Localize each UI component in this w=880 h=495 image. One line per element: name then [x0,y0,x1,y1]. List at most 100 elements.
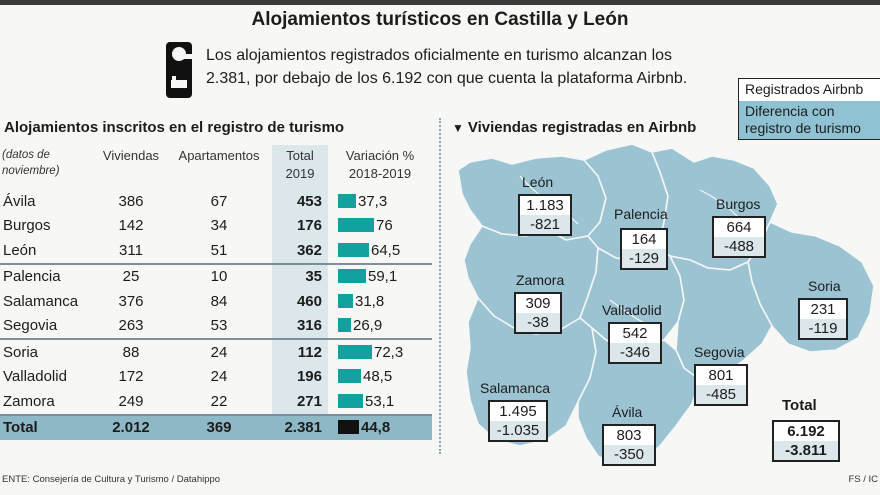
credit-text: FS / IC [848,474,878,485]
variation-bar [338,242,369,257]
map-label-zamora: Zamora [516,272,565,288]
cell-total: 112 [272,339,328,365]
table-row: Burgos 142 34 176 76 [0,213,432,239]
cell-province: Palencia [3,268,61,286]
map-label-burgos: Burgos [716,196,761,212]
cell-province: Segovia [0,313,96,340]
map-label-leon: León [522,174,554,190]
map-label-avila: Ávila [612,404,643,420]
header-variacion: Variación % 2018-2019 [345,148,415,181]
map-value-airbnb: 1.183 [520,196,570,215]
map-total-diff: -3.811 [774,441,838,460]
cell-total: 316 [272,313,328,340]
cell-viviendas: 249 [96,389,166,416]
section-divider [439,118,441,454]
map-value-diff: -1.035 [490,421,546,440]
map-box-valladolid: 542 -346 [608,322,662,364]
door-hanger-icon [166,42,192,98]
table-row: Segovia 263 53 316 26,9 [0,313,432,340]
cell-variacion: 76 [328,214,432,239]
variation-bar [338,269,366,284]
cell-variacion: 37,3 [328,189,432,214]
cell-apartamentos: 34 [210,217,228,235]
province-shape-segovia [669,255,773,381]
intro-line-2: 2.381, por debajo de los 6.192 con que c… [206,70,688,87]
header-note: (datos de noviembre) [2,149,60,177]
variation-value: 44,8 [361,419,391,437]
map-box-zamora: 309 -38 [514,292,562,334]
variation-value: 76 [376,217,393,235]
map-value-airbnb: 801 [696,366,746,385]
chart-title: Alojamientos turísticos en Castilla y Le… [251,9,629,30]
cell-viviendas: 263 [96,313,166,340]
cell-viviendas: 88 [122,343,140,361]
cell-total: 176 [272,213,328,238]
map-value-airbnb: 1.495 [490,402,546,421]
map-value-airbnb: 542 [610,324,660,343]
map-label-palencia: Palencia [614,206,668,222]
map-total-box: 6.192 -3.811 [772,420,840,462]
cell-province: Valladolid [3,368,67,386]
cell-viviendas: 2.012 [96,414,166,440]
cell-variacion: 26,9 [328,313,432,340]
table-row: Zamora 249 22 271 53,1 [0,389,432,416]
cell-province: Soria [3,343,39,361]
map-box-leon: 1.183 -821 [518,194,572,236]
map-value-airbnb: 164 [622,230,666,249]
cell-apartamentos: 22 [166,389,272,416]
header-total: Total 2019 [272,145,328,189]
cell-province: Ávila [3,192,36,210]
map-label-salamanca: Salamanca [480,380,551,396]
variation-bar [338,420,359,435]
map-value-airbnb: 309 [516,294,560,313]
table-header: (datos de noviembre) Viviendas Apartamen… [0,145,432,189]
map-value-diff: -129 [622,249,666,268]
cell-apartamentos: 51 [166,238,272,265]
cell-apartamentos: 67 [210,192,228,210]
intro-line-1: Los alojamientos registrados oficialment… [206,47,673,64]
cell-province: Zamora [0,389,96,416]
variation-bar [338,369,361,384]
map-value-airbnb: 231 [800,300,846,319]
variation-bar [338,218,374,233]
table-row: León 311 51 362 64,5 [0,238,432,265]
map-title-text: Viviendas registradas en Airbnb [467,119,697,136]
cell-total: 35 [272,263,328,289]
map-total-airbnb: 6.192 [787,423,825,440]
variation-bar [338,293,353,308]
cell-viviendas: 142 [118,217,144,235]
cell-variacion: 48,5 [328,365,432,390]
cell-province: Burgos [3,217,51,235]
map-box-segovia: 801 -485 [694,364,748,406]
cell-viviendas: 172 [118,368,144,386]
variation-value: 37,3 [358,192,388,210]
variation-value: 64,5 [371,241,401,259]
cell-province: Total [0,414,96,440]
legend-difference: Diferencia con registro de turismo [739,101,880,139]
cell-viviendas: 25 [122,268,140,286]
table-row: Valladolid 172 24 196 48,5 [0,364,432,390]
cell-province: Salamanca [3,292,79,310]
table-row: Salamanca 376 84 460 31,8 [0,289,432,314]
variation-bar [338,344,372,359]
cell-apartamentos: 53 [166,313,272,340]
cell-apartamentos: 369 [166,414,272,440]
map-value-diff: -38 [516,313,560,332]
source-text: ENTE: Consejería de Cultura y Turismo / … [2,474,221,485]
header-viviendas: Viviendas [102,148,160,163]
map-box-palencia: 164 -129 [620,228,668,270]
table-title: Alojamientos inscritos en el registro de… [4,119,345,136]
cell-variacion: 53,1 [328,389,432,416]
variation-value: 59,1 [368,268,398,286]
cell-total: 2.381 [272,414,328,440]
table-row: Ávila 386 67 453 37,3 [0,189,432,214]
map-box-salamanca: 1.495 -1.035 [488,400,548,442]
cell-variacion: 59,1 [328,264,432,290]
intro-text: Los alojamientos registrados oficialment… [206,44,726,90]
map-value-diff: -488 [714,237,764,256]
variation-value: 72,3 [374,343,404,361]
map-value-diff: -119 [800,319,846,338]
variation-value: 53,1 [365,392,395,410]
map-value-diff: -485 [696,385,746,404]
